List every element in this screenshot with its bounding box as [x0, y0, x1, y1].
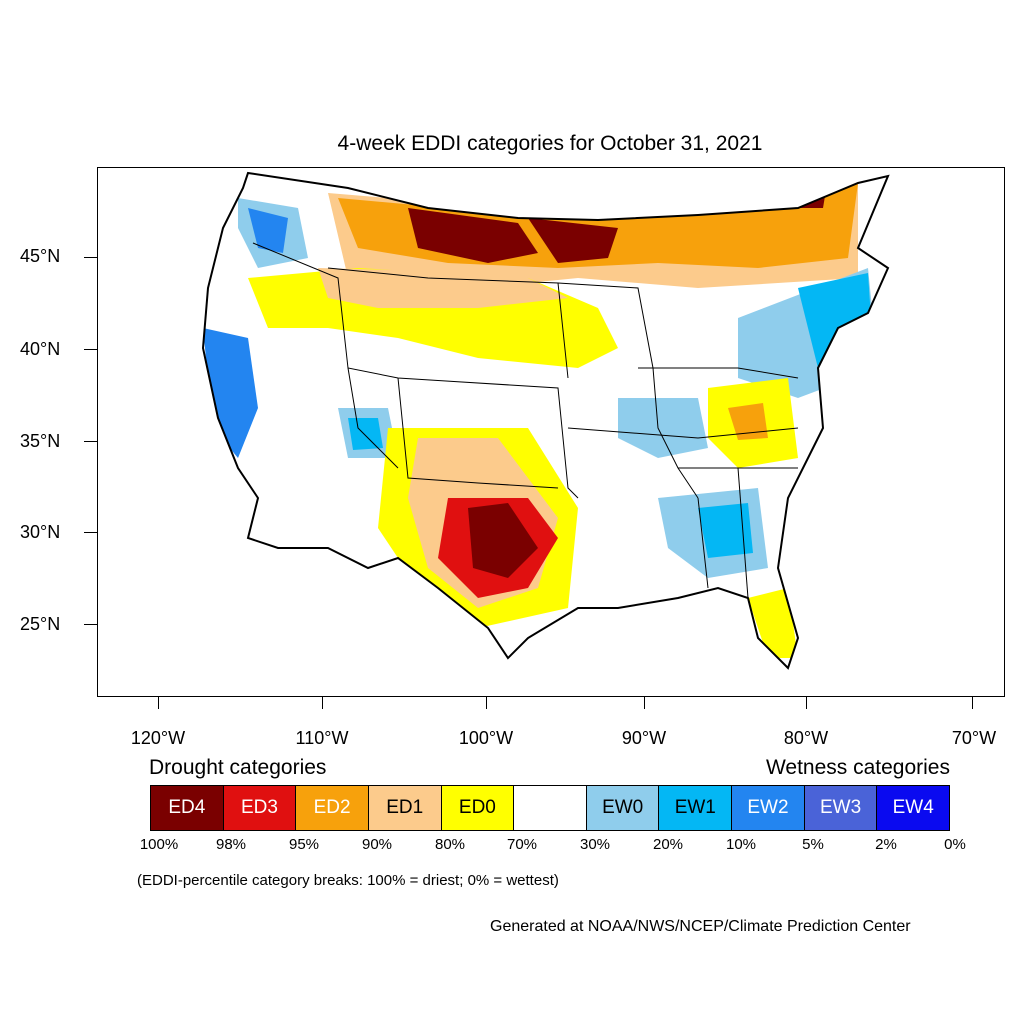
percentile-break: 80%	[434, 836, 466, 853]
legend-label: ED4	[168, 797, 206, 818]
wetness-heading: Wetness categories	[765, 756, 950, 779]
lon-label-70w: 70°W	[951, 728, 997, 748]
boundaries	[201, 171, 890, 670]
region-ew0-midwest	[618, 398, 708, 458]
percentile-break: 90%	[361, 836, 393, 853]
map-frame	[97, 167, 1005, 697]
lon-label-80w: 80°W	[783, 728, 829, 748]
legend-box-ew0: EW0	[586, 786, 660, 830]
region-ew2-northwest	[248, 208, 288, 253]
legend-label: EW0	[602, 797, 644, 818]
lon-label-110w: 110°W	[295, 728, 349, 748]
lat-tick	[84, 349, 97, 350]
drought-heading: Drought categories	[149, 756, 327, 779]
lon-tick	[158, 697, 159, 709]
percentile-break: 100%	[139, 836, 179, 853]
region-ed4-north-a	[408, 208, 538, 263]
percentile-break: 98%	[215, 836, 247, 853]
lon-label-100w: 100°W	[458, 728, 514, 748]
conus-eddi-map	[201, 171, 890, 670]
region-ed1-plains	[318, 268, 568, 308]
percentile-break: 0%	[944, 836, 966, 853]
legend-label: ED0	[458, 797, 496, 818]
lat-label-30: 30°N	[20, 522, 61, 542]
legend-box-ew1: EW1	[659, 786, 733, 830]
lat-tick	[84, 257, 97, 258]
percentile-break: 5%	[802, 836, 824, 853]
legend-box-ed4: ED4	[151, 786, 224, 830]
lat-tick	[84, 441, 97, 442]
legend-box-ed0: ED0	[441, 786, 515, 830]
legend-label: EW2	[747, 797, 789, 818]
legend-label: EW3	[819, 797, 862, 818]
lon-label-120w: 120°W	[130, 728, 186, 748]
legend-label: ED3	[240, 797, 278, 818]
percentile-break: 30%	[579, 836, 611, 853]
lon-tick	[644, 697, 645, 709]
credit-line: Generated at NOAA/NWS/NCEP/Climate Predi…	[490, 918, 911, 935]
legend-label: ED2	[313, 797, 351, 818]
lat-label-40: 40°N	[20, 339, 61, 359]
break-note: (EDDI-percentile category breaks: 100% =…	[137, 872, 559, 889]
map-title: 4-week EDDI categories for October 31, 2…	[337, 132, 763, 155]
region-ed2-ohio	[728, 403, 768, 440]
legend-box-ed3: ED3	[223, 786, 297, 830]
region-ed4-south	[468, 503, 538, 578]
lat-tick	[84, 624, 97, 625]
legend-label: ED1	[386, 797, 424, 818]
legend-box-ew2: EW2	[732, 786, 805, 830]
percentile-break: 95%	[288, 836, 320, 853]
legend-box-ew3: EW3	[804, 786, 878, 830]
lon-tick	[972, 697, 973, 709]
legend-box-neutral	[514, 786, 587, 830]
legend-box-ed2: ED2	[296, 786, 369, 830]
lat-label-35: 35°N	[20, 431, 61, 451]
percentile-break: 10%	[725, 836, 757, 853]
legend-label: EW1	[674, 797, 716, 818]
legend-box-ew4: EW4	[877, 786, 950, 830]
region-ew1-southwest	[348, 418, 383, 450]
lon-tick	[322, 697, 323, 709]
lon-label-90w: 90°W	[621, 728, 667, 748]
region-ew1-southeast	[698, 503, 753, 558]
legend-bar: ED4 ED3 ED2 ED1 ED0 EW0 EW1 EW2 EW3 EW4	[150, 785, 950, 831]
legend-label: EW4	[892, 797, 934, 818]
percentile-break: 2%	[875, 836, 897, 853]
region-ed4-north-b	[528, 218, 618, 263]
percentile-break: 70%	[506, 836, 538, 853]
legend-box-ed1: ED1	[368, 786, 442, 830]
lon-tick	[806, 697, 807, 709]
lat-label-45: 45°N	[20, 246, 61, 266]
lat-label-25: 25°N	[20, 614, 61, 634]
lon-tick	[486, 697, 487, 709]
lat-tick	[84, 532, 97, 533]
region-ed0-florida	[748, 588, 798, 658]
percentile-break: 20%	[652, 836, 684, 853]
